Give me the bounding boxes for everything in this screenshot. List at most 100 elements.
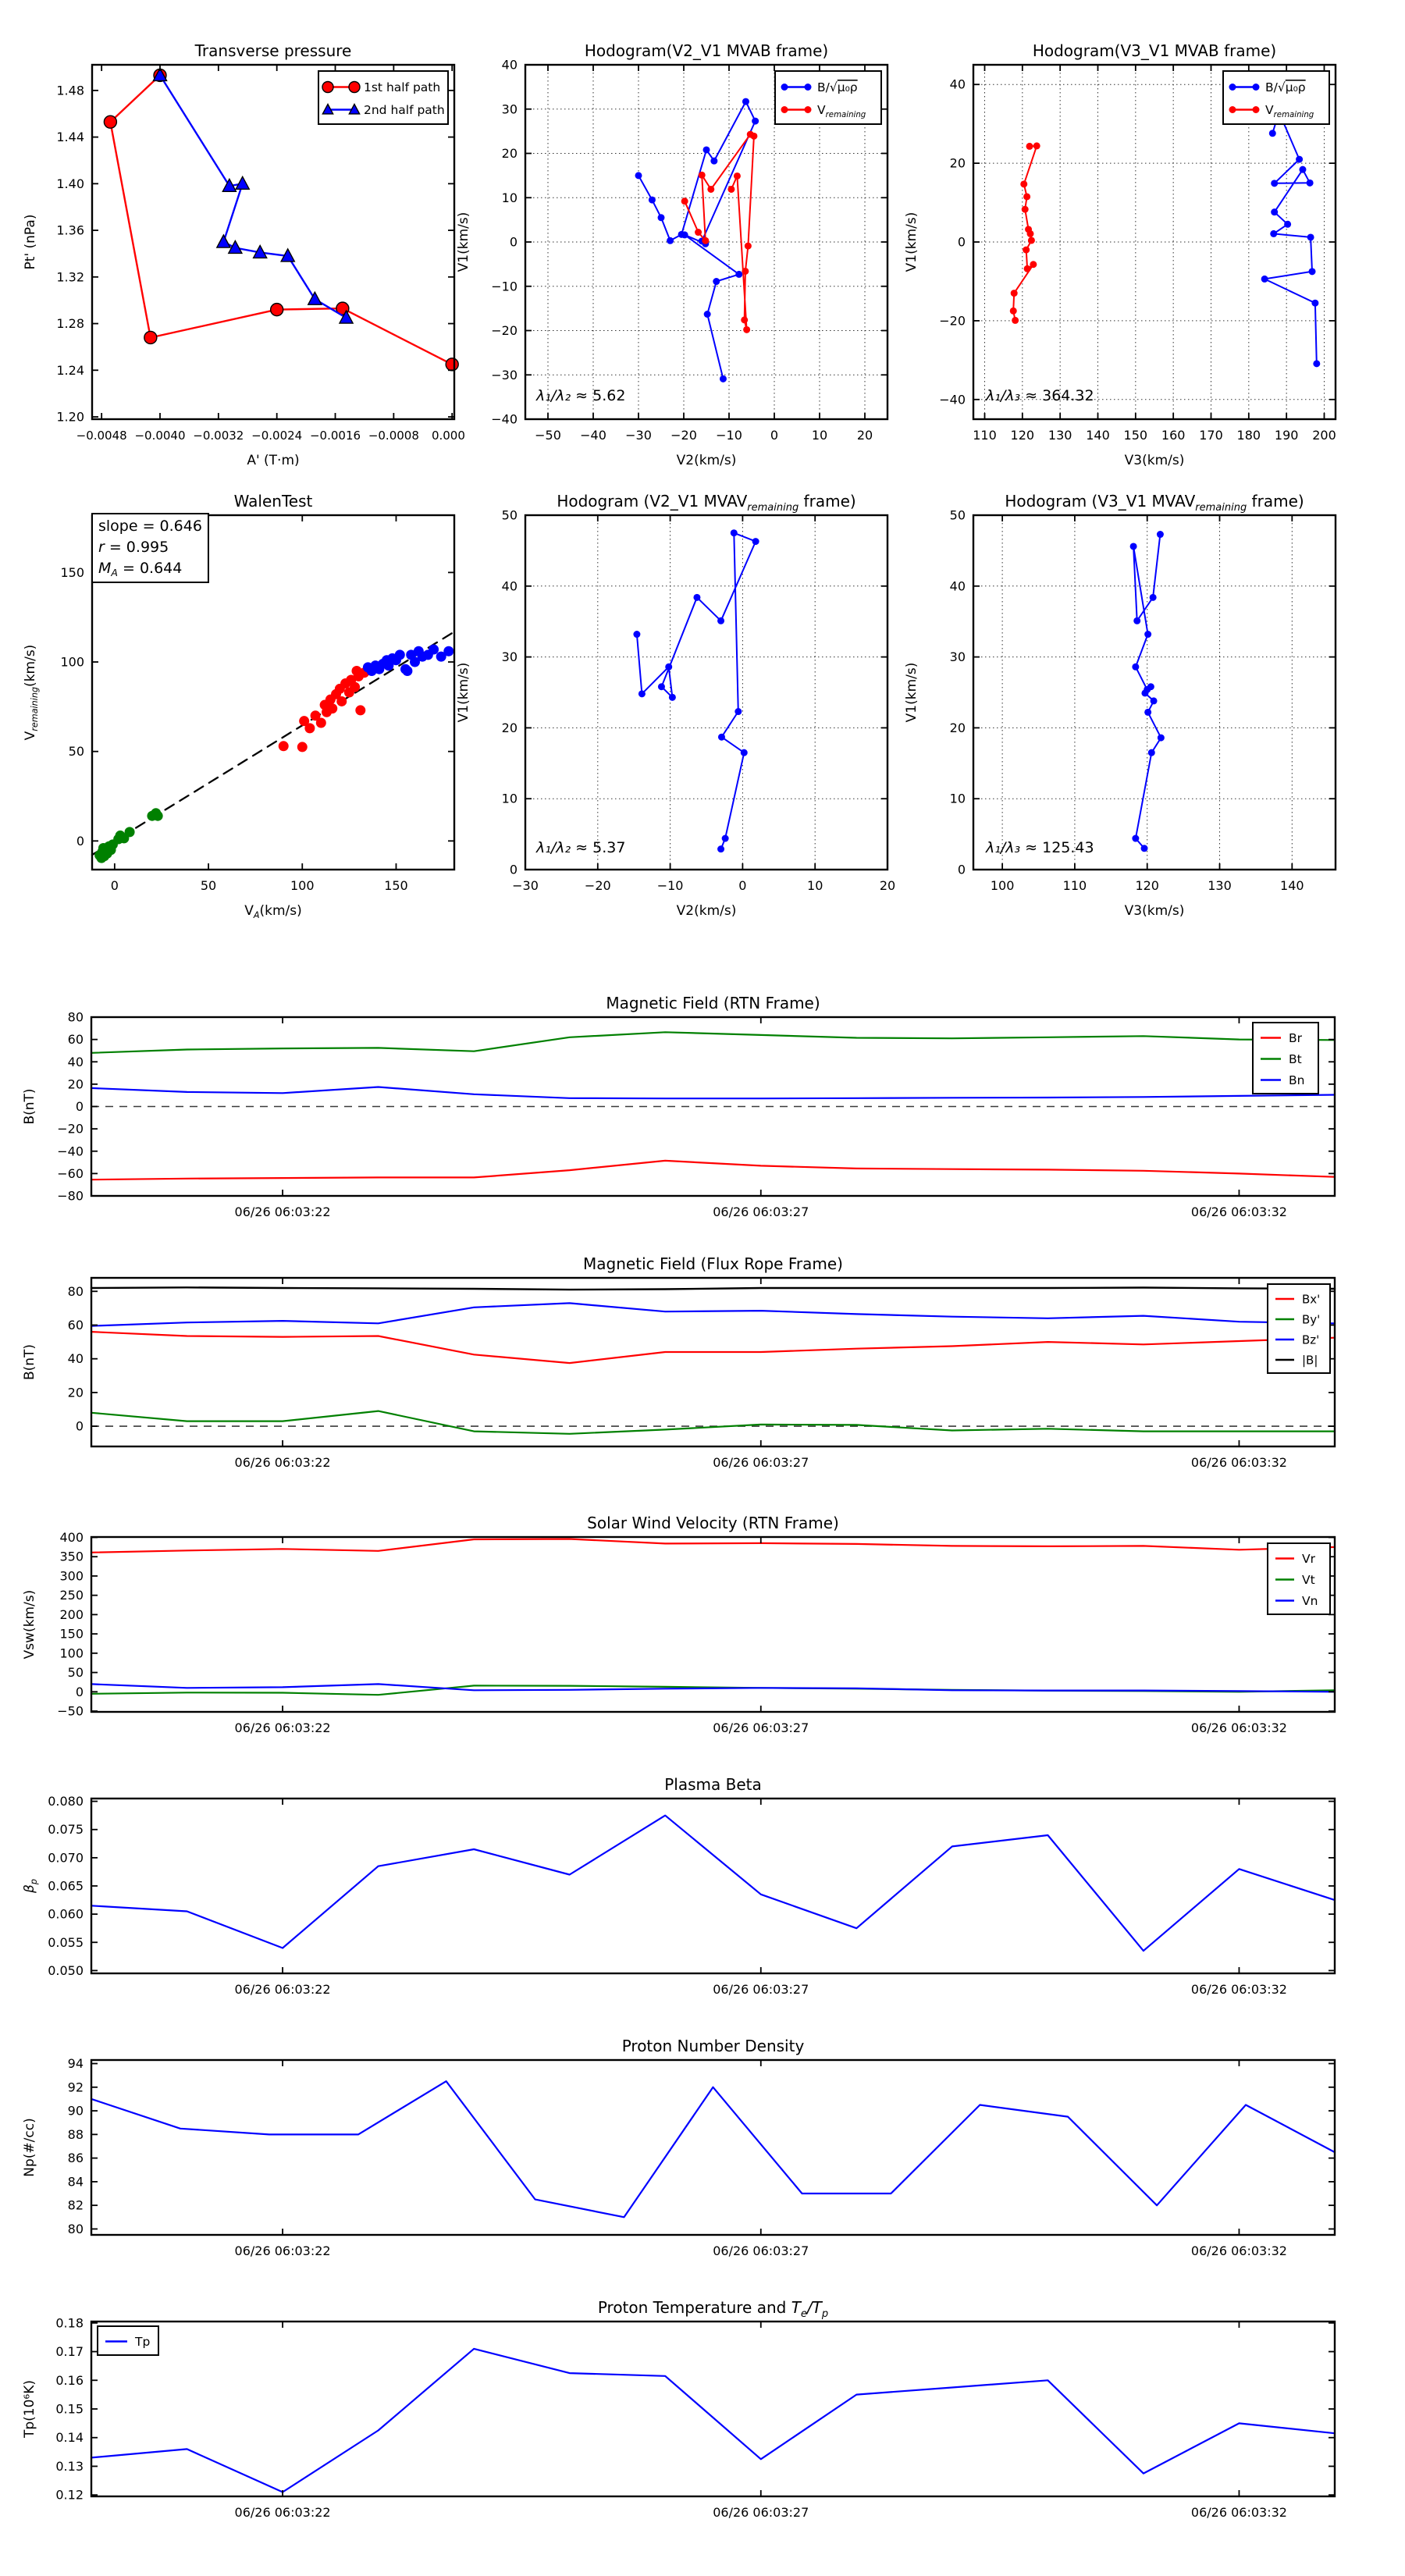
annotation: λ₁/λ₂ ≈ 5.62 (535, 387, 625, 404)
marker-circle (1132, 834, 1140, 842)
chart-canvas-hodogram-v3v1-mvab: 110 120 130 140 150 160 170 180 190 200 −40 −20 0 20 4… (904, 63, 1337, 468)
marker-circle (1141, 689, 1149, 697)
marker-triangle (222, 177, 237, 193)
y-tick-label: 0 (76, 834, 84, 849)
marker-circle (410, 656, 421, 667)
y-tick-label: 40 (68, 1055, 84, 1069)
legend-label: B/√μ₀ρ (817, 80, 858, 94)
marker-circle (1229, 84, 1236, 91)
y-tick-label: 0.17 (55, 2344, 84, 2359)
marker-circle (1010, 290, 1018, 297)
y-tick-label: 0.16 (55, 2373, 84, 2388)
chart-title: Proton Temperature and Te/Tp (597, 2298, 829, 2320)
y-axis-label: V1(km/s) (456, 663, 471, 723)
axes-frame (90, 2058, 1336, 2236)
marker-circle (336, 696, 347, 706)
axes-frame (972, 514, 1337, 871)
axis-ticks: −50 −40 −30 −20 −10 0 10 20 −40 −30 −20 −10 0 10 20 30 4… (491, 58, 887, 443)
y-axis-label: βp (22, 1879, 39, 1894)
marker-triangle (348, 103, 361, 115)
marker-circle (740, 749, 748, 756)
y-axis-label: Vremaining(km/s) (23, 645, 40, 741)
x-tick-label: 140 (1086, 428, 1110, 443)
series-Tp (90, 2347, 1336, 2493)
x-tick-label: 06/26 06:03:32 (1191, 2505, 1287, 2520)
marker-circle (1157, 734, 1165, 742)
x-tick-label: −30 (625, 428, 652, 443)
y-tick-label: −30 (491, 368, 518, 382)
chart-canvas-magnetic-field-flux-rope: 06/26 06:03:22 06/26 06:03:27 06/26 06:03:… (22, 1276, 1336, 1470)
marker-circle (1252, 106, 1260, 113)
chart-title: Hodogram(V3_V1 MVAB frame) (1032, 41, 1277, 60)
marker-circle (633, 631, 641, 639)
chart-canvas-proton-temperature: 06/26 06:03:22 06/26 06:03:27 06/26 06:03:… (22, 2315, 1336, 2520)
series-beta-p (90, 1814, 1336, 1952)
y-tick-label: 92 (68, 2080, 84, 2094)
chart-canvas-hodogram-v3v1-mvav: 100 110 120 130 140 0 10 20 30 40 50 V3(km/s) V1(km/… (904, 508, 1337, 919)
y-tick-label: 50 (950, 508, 966, 523)
marker-circle (750, 132, 758, 140)
marker-circle (436, 651, 446, 662)
y-tick-label: 0 (76, 1419, 84, 1434)
marker-circle (350, 681, 361, 692)
marker-circle (693, 593, 701, 601)
y-tick-label: 90 (68, 2104, 84, 2119)
legend: Vr Vt Vn (1267, 1542, 1331, 1615)
y-tick-label: 40 (950, 578, 966, 593)
y-tick-label: 1.32 (56, 269, 84, 284)
y-tick-label: 1.36 (56, 223, 84, 238)
marker-circle (741, 316, 749, 324)
x-tick-label: −10 (716, 428, 742, 443)
marker-circle (1284, 220, 1292, 228)
axes-frame (90, 1535, 1336, 1713)
series-By' (90, 1410, 1336, 1435)
marker-circle (304, 723, 315, 734)
annotation: λ₁/λ₃ ≈ 364.32 (985, 387, 1094, 404)
legend-label: Vremaining (1265, 103, 1314, 119)
y-tick-label: 80 (68, 2222, 84, 2236)
x-tick-label: 100 (991, 878, 1015, 893)
series-fit (91, 631, 456, 856)
y-tick-label: 50 (502, 508, 518, 523)
x-tick-label: 0.0000 (432, 429, 465, 443)
marker-circle (1271, 208, 1279, 216)
y-axis-label: Pt' (nPa) (23, 215, 38, 270)
y-axis-label: Vsw(km/s) (22, 1590, 37, 1660)
x-tick-label: 10 (807, 878, 823, 893)
y-tick-label: −40 (939, 392, 966, 407)
x-tick-label: 06/26 06:03:32 (1191, 2243, 1287, 2258)
marker-circle (742, 98, 749, 105)
x-tick-label: 06/26 06:03:32 (1191, 1455, 1287, 1470)
marker-circle (1023, 265, 1031, 272)
y-tick-label: 1.44 (56, 130, 84, 144)
x-tick-label: −40 (580, 428, 606, 443)
y-tick-label: 0.13 (55, 2459, 84, 2474)
svg-text:λ₁/λ₂ ≈ 5.37: λ₁/λ₂ ≈ 5.37 (535, 839, 625, 856)
marker-circle (310, 710, 321, 721)
grid-lines (525, 514, 888, 870)
y-tick-label: 60 (68, 1032, 84, 1047)
y-tick-label: 20 (68, 1076, 84, 1091)
y-tick-label: −20 (491, 323, 518, 338)
x-tick-label: 140 (1280, 878, 1304, 893)
marker-circle (710, 157, 718, 165)
x-tick-label: 06/26 06:03:32 (1191, 1982, 1287, 1997)
series-second-interval (278, 665, 370, 753)
x-tick-label: 06/26 06:03:22 (235, 1204, 331, 1219)
y-tick-label: 84 (68, 2174, 84, 2189)
axis-ticks: 06/26 06:03:22 06/26 06:03:27 06/26 06:03:… (57, 1530, 1335, 1735)
y-tick-label: 1.28 (56, 316, 84, 331)
y-tick-label: 0.075 (48, 1822, 84, 1837)
legend-label: Bt (1289, 1052, 1302, 1066)
svg-text:slope = 0.646: slope = 0.646 (98, 518, 202, 535)
y-tick-label: 94 (68, 2056, 84, 2071)
series-|B| (90, 1286, 1336, 1291)
y-tick-label: 30 (502, 101, 518, 116)
series-B/sqrt(mu0 rho) (635, 98, 759, 382)
marker-circle (743, 326, 751, 333)
y-tick-label: 0.060 (48, 1907, 84, 1922)
x-tick-label: 06/26 06:03:27 (713, 1455, 809, 1470)
marker-triangle (307, 290, 323, 305)
x-tick-label: 100 (290, 878, 315, 893)
y-tick-label: 0 (76, 1685, 84, 1699)
